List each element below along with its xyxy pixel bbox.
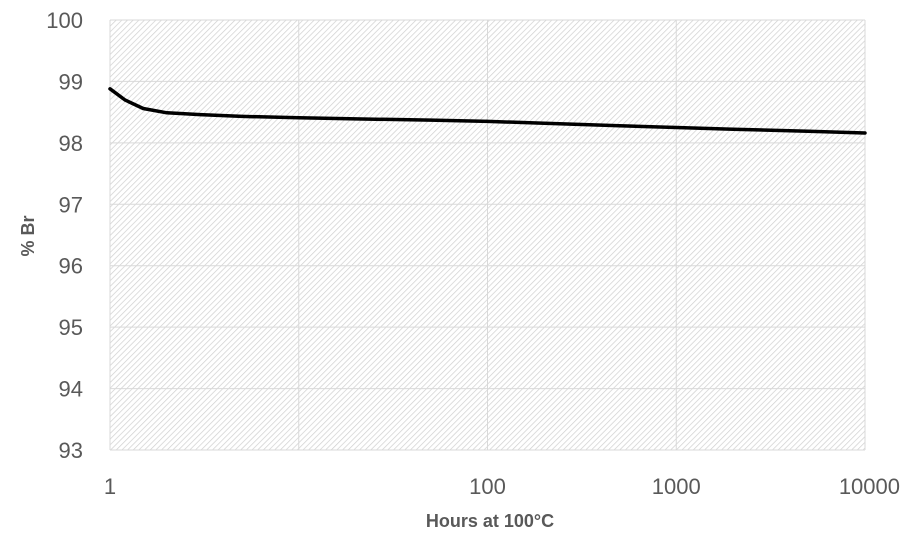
x-tick-label: 100 [469,474,506,499]
y-tick-label: 96 [59,254,83,279]
series-line [108,87,867,135]
x-tick-labels: 1 100 1000 10000 [104,474,900,499]
y-tick-label: 95 [59,315,83,340]
x-tick-label: 1000 [652,474,701,499]
grid-lines [109,19,866,451]
y-tick-label: 97 [59,192,83,217]
y-tick-label: 93 [59,438,83,463]
series-layer [108,87,867,135]
x-tick-label: 1 [104,474,116,499]
y-tick-labels: 93 94 95 96 97 98 99 100 [46,8,83,463]
x-axis-title: Hours at 100°C [426,511,554,531]
y-axis-title: % Br [18,215,38,256]
y-tick-label: 99 [59,69,83,94]
y-tick-label: 94 [59,377,83,402]
y-tick-label: 98 [59,131,83,156]
x-tick-label: 10000 [839,474,900,499]
y-tick-label: 100 [46,8,83,33]
